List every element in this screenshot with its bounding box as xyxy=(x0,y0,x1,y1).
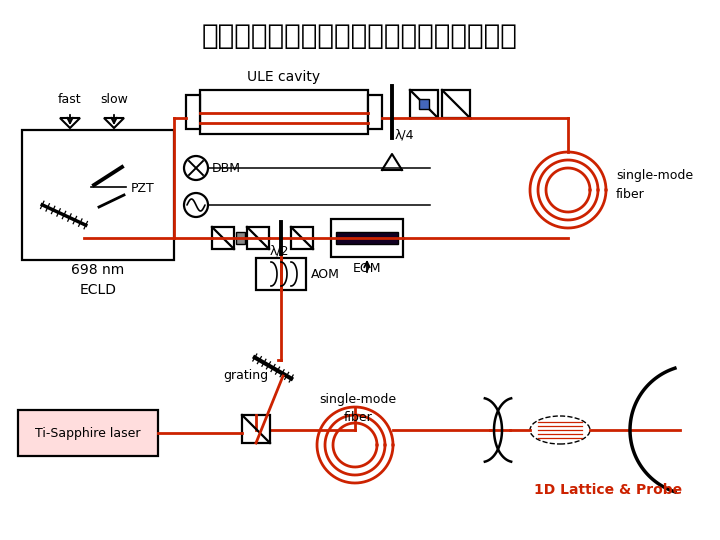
Circle shape xyxy=(184,193,208,217)
Text: PZT: PZT xyxy=(130,182,154,195)
Bar xyxy=(18,410,158,456)
Bar xyxy=(291,227,313,249)
Bar xyxy=(22,130,174,260)
Bar xyxy=(247,227,269,249)
Text: single-mode
fiber: single-mode fiber xyxy=(616,170,693,200)
Bar xyxy=(419,99,429,109)
Text: λ/2: λ/2 xyxy=(269,245,289,258)
Text: λ/4: λ/4 xyxy=(395,129,415,142)
Polygon shape xyxy=(104,118,124,128)
Polygon shape xyxy=(60,118,80,128)
Bar xyxy=(242,415,270,443)
Text: Ti-Sapphire laser: Ti-Sapphire laser xyxy=(35,427,140,440)
Bar xyxy=(410,90,438,118)
Text: AOM: AOM xyxy=(311,267,340,280)
Bar xyxy=(200,90,368,134)
Bar xyxy=(336,232,398,244)
Bar xyxy=(212,227,234,249)
Bar xyxy=(186,95,200,129)
Bar xyxy=(368,95,382,129)
Bar xyxy=(256,258,306,290)
Text: fast: fast xyxy=(58,93,82,106)
Bar xyxy=(236,232,245,244)
Text: DBM: DBM xyxy=(212,161,241,174)
Bar xyxy=(442,90,470,118)
Text: single-mode
fiber: single-mode fiber xyxy=(320,393,397,424)
Text: 698 nm
ECLD: 698 nm ECLD xyxy=(71,263,125,297)
Text: EOM: EOM xyxy=(353,262,382,275)
Bar xyxy=(331,219,403,257)
Text: grating: grating xyxy=(223,369,268,382)
Text: ULE cavity: ULE cavity xyxy=(248,70,320,84)
Text: 1D Lattice & Probe: 1D Lattice & Probe xyxy=(534,483,682,497)
Circle shape xyxy=(184,156,208,180)
Text: slow: slow xyxy=(100,93,128,106)
Text: 時計遷移分光用高安定化レーザーシステム: 時計遷移分光用高安定化レーザーシステム xyxy=(202,22,518,50)
